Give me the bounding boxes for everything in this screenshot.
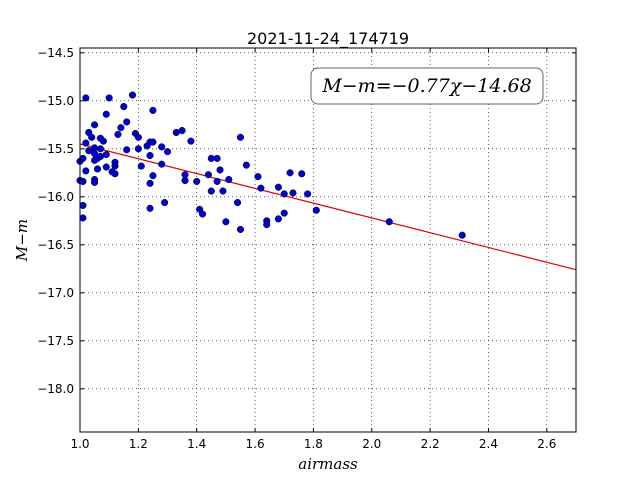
x-tick-label: 2.6 <box>537 437 556 451</box>
data-point <box>280 209 288 217</box>
data-point <box>123 146 131 154</box>
data-point <box>257 184 265 192</box>
data-point <box>242 161 250 169</box>
data-point <box>134 145 142 153</box>
data-point <box>158 143 166 151</box>
data-point <box>149 172 157 180</box>
data-point <box>82 139 90 147</box>
plot-frame <box>79 47 577 433</box>
data-point <box>146 179 154 187</box>
data-point <box>102 110 110 118</box>
data-point <box>158 160 166 168</box>
data-points <box>76 91 466 239</box>
data-point <box>91 121 99 129</box>
data-point <box>198 210 207 218</box>
data-point <box>146 204 154 212</box>
data-point <box>280 190 288 198</box>
data-point <box>304 190 312 198</box>
x-tick-label: 1.0 <box>70 437 89 451</box>
x-axis-label: airmass <box>298 455 358 473</box>
data-point <box>187 137 195 145</box>
x-tick-label: 1.2 <box>129 437 148 451</box>
data-point <box>225 175 233 184</box>
data-point <box>236 133 245 141</box>
annotation-box <box>310 67 544 105</box>
data-point <box>105 94 113 102</box>
x-tick-label: 1.4 <box>187 437 206 451</box>
data-point <box>219 187 227 195</box>
data-point <box>111 162 119 170</box>
y-tick-label: −15.0 <box>37 94 74 108</box>
axis-ticks <box>79 48 576 432</box>
data-point <box>236 225 245 233</box>
data-point <box>149 106 157 114</box>
data-point <box>137 162 145 170</box>
data-point <box>128 91 137 99</box>
data-point <box>289 189 297 197</box>
data-point <box>458 231 466 239</box>
data-point <box>274 183 282 191</box>
data-point <box>91 178 99 186</box>
y-tick-labels: −14.5 −15.0 −15.5 −16.0 −16.5 −17.0 −17.5 −18.0 <box>37 46 74 396</box>
x-tick-label: 1.6 <box>246 437 265 451</box>
data-point <box>385 218 393 226</box>
data-point <box>213 154 221 162</box>
data-point <box>312 206 320 214</box>
data-point <box>99 137 107 145</box>
data-point <box>102 163 110 171</box>
data-point <box>274 215 282 223</box>
data-point <box>149 138 157 146</box>
x-tick-label: 2.0 <box>362 437 381 451</box>
y-tick-label: −16.0 <box>37 190 74 204</box>
data-point <box>207 187 215 195</box>
data-point <box>222 218 230 226</box>
data-point <box>114 130 122 138</box>
data-point <box>93 165 102 173</box>
y-tick-label: −14.5 <box>37 46 74 60</box>
y-tick-label: −17.0 <box>37 286 74 300</box>
data-point <box>117 124 125 132</box>
y-tick-label: −16.5 <box>37 238 74 252</box>
data-point <box>181 176 189 185</box>
data-point <box>216 166 224 174</box>
data-point <box>102 151 110 159</box>
data-point <box>234 199 242 207</box>
data-point <box>163 148 172 156</box>
data-point <box>88 133 96 141</box>
y-tick-label: −17.5 <box>37 334 74 348</box>
data-point <box>82 167 90 175</box>
data-point <box>96 145 104 153</box>
y-tick-label: −18.0 <box>37 382 74 396</box>
data-point <box>123 118 131 126</box>
data-point <box>82 94 90 102</box>
x-tick-label: 1.8 <box>304 437 323 451</box>
x-tick-label: 2.2 <box>421 437 440 451</box>
data-point <box>213 177 221 185</box>
data-point <box>161 199 169 207</box>
chart-title: 2021-11-24_174719 <box>247 29 409 49</box>
data-point <box>111 170 119 178</box>
x-tick-label: 2.4 <box>479 437 498 451</box>
data-point <box>79 177 87 185</box>
data-point <box>204 171 212 179</box>
data-point <box>178 127 186 135</box>
data-point <box>193 177 201 185</box>
data-point <box>79 214 87 222</box>
data-point <box>263 221 271 229</box>
data-point <box>146 151 154 160</box>
y-axis-label: M−m <box>13 219 31 262</box>
data-point <box>286 169 294 177</box>
data-point <box>134 133 142 141</box>
fit-annotation: M−m=−0.77χ−14.68 <box>310 67 544 105</box>
data-point <box>85 147 93 155</box>
data-point <box>79 201 87 209</box>
data-point <box>298 170 306 178</box>
annotation-text: M−m=−0.77χ−14.68 <box>321 75 531 97</box>
data-point <box>254 173 262 181</box>
y-tick-label: −15.5 <box>37 142 74 156</box>
x-tick-labels: 1.0 1.2 1.4 1.6 1.8 2.0 2.2 2.4 2.6 <box>70 437 556 451</box>
data-point <box>120 103 128 111</box>
